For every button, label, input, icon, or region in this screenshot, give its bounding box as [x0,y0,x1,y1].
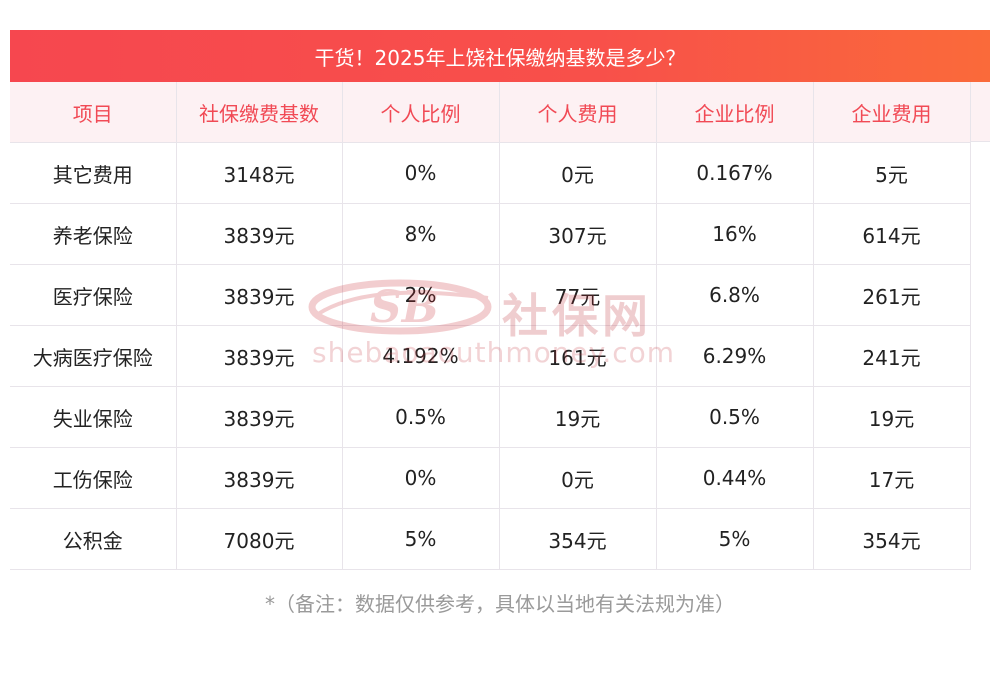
cell-personal-fee: 0元 [499,142,657,204]
header-strip [970,82,990,142]
cell-personal-rate: 0% [342,447,500,509]
cell-base: 3839元 [176,203,343,265]
cell-personal-fee: 0元 [499,447,657,509]
cell-company-fee: 354元 [813,508,971,570]
table-row: 医疗保险 3839元 2% 77元 6.8% 261元 [10,264,971,326]
table-row: 其它费用 3148元 0% 0元 0.167% 5元 [10,142,971,204]
cell-company-fee: 261元 [813,264,971,326]
table-row: 公积金 7080元 5% 354元 5% 354元 [10,508,971,570]
cell-item: 大病医疗保险 [10,325,177,387]
cell-base: 7080元 [176,508,343,570]
cell-personal-rate: 0% [342,142,500,204]
cell-personal-rate: 5% [342,508,500,570]
table-row: 大病医疗保险 3839元 4.192% 161元 6.29% 241元 [10,325,971,387]
cell-base: 3148元 [176,142,343,204]
footnote: *（备注：数据仅供参考，具体以当地有关法规为准） [265,592,735,616]
cell-personal-fee: 307元 [499,203,657,265]
cell-company-rate: 0.167% [656,142,814,204]
cell-company-rate: 16% [656,203,814,265]
cell-personal-fee: 161元 [499,325,657,387]
cell-company-rate: 0.44% [656,447,814,509]
cell-item: 公积金 [10,508,177,570]
cell-base: 3839元 [176,447,343,509]
header-company-rate: 企业比例 [656,82,814,143]
cell-item: 工伤保险 [10,447,177,509]
cell-company-fee: 241元 [813,325,971,387]
table-row: 失业保险 3839元 0.5% 19元 0.5% 19元 [10,386,971,448]
table-row: 工伤保险 3839元 0% 0元 0.44% 17元 [10,447,971,509]
social-security-table: 项目 社保缴费基数 个人比例 个人费用 企业比例 企业费用 其它费用 3148元… [10,82,971,570]
cell-base: 3839元 [176,386,343,448]
cell-personal-rate: 4.192% [342,325,500,387]
cell-base: 3839元 [176,325,343,387]
cell-company-rate: 6.8% [656,264,814,326]
cell-personal-rate: 0.5% [342,386,500,448]
cell-item: 其它费用 [10,142,177,204]
header-item: 项目 [10,82,177,143]
header-personal-rate: 个人比例 [342,82,500,143]
cell-personal-rate: 8% [342,203,500,265]
page-title-banner: 干货！2025年上饶社保缴纳基数是多少？ [10,30,990,82]
cell-company-rate: 5% [656,508,814,570]
cell-company-fee: 17元 [813,447,971,509]
cell-base: 3839元 [176,264,343,326]
table-header-row: 项目 社保缴费基数 个人比例 个人费用 企业比例 企业费用 [10,82,971,143]
table-row: 养老保险 3839元 8% 307元 16% 614元 [10,203,971,265]
header-personal-fee: 个人费用 [499,82,657,143]
header-base: 社保缴费基数 [176,82,343,143]
cell-company-fee: 614元 [813,203,971,265]
cell-personal-fee: 77元 [499,264,657,326]
cell-personal-rate: 2% [342,264,500,326]
cell-personal-fee: 19元 [499,386,657,448]
cell-company-rate: 6.29% [656,325,814,387]
cell-company-fee: 19元 [813,386,971,448]
header-company-fee: 企业费用 [813,82,971,143]
cell-item: 失业保险 [10,386,177,448]
cell-company-rate: 0.5% [656,386,814,448]
cell-item: 医疗保险 [10,264,177,326]
cell-item: 养老保险 [10,203,177,265]
cell-personal-fee: 354元 [499,508,657,570]
page-title: 干货！2025年上饶社保缴纳基数是多少？ [314,45,686,70]
cell-company-fee: 5元 [813,142,971,204]
